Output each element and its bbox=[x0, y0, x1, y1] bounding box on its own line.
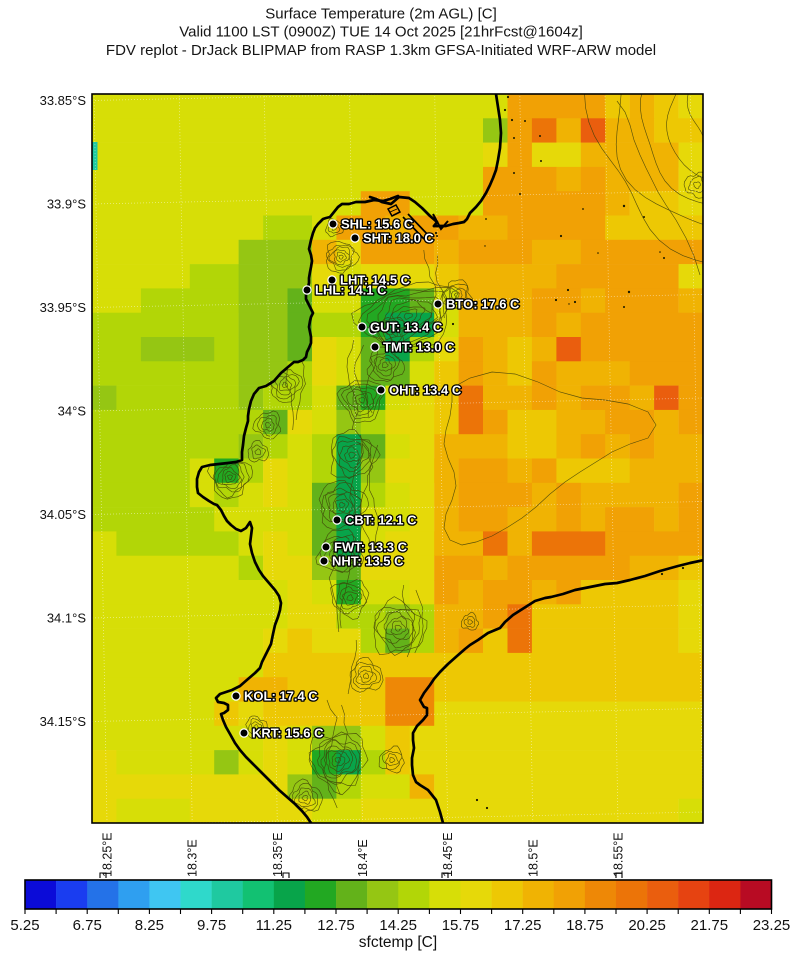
svg-text:18.3°E: 18.3°E bbox=[186, 839, 200, 877]
svg-text:33.85°S: 33.85°S bbox=[40, 93, 87, 108]
svg-text:LHT: 14.5 C: LHT: 14.5 C bbox=[340, 273, 411, 288]
svg-text:CBT: 12.1 C: CBT: 12.1 C bbox=[345, 513, 417, 528]
svg-text:15.75: 15.75 bbox=[442, 917, 480, 934]
svg-text:23.25: 23.25 bbox=[753, 917, 791, 934]
svg-text:21.75: 21.75 bbox=[691, 917, 729, 934]
svg-text:34.05°S: 34.05°S bbox=[40, 507, 87, 522]
svg-text:18.35°E: 18.35°E bbox=[271, 832, 285, 877]
svg-text:NHT: 13.5 C: NHT: 13.5 C bbox=[332, 554, 404, 569]
svg-text:12.75: 12.75 bbox=[317, 917, 355, 934]
svg-text:18.75: 18.75 bbox=[566, 917, 604, 934]
svg-text:14.25: 14.25 bbox=[379, 917, 417, 934]
svg-text:34.1°S: 34.1°S bbox=[47, 611, 87, 626]
svg-text:18.45°E: 18.45°E bbox=[441, 832, 455, 877]
svg-text:TMT: 13.0 C: TMT: 13.0 C bbox=[383, 340, 455, 355]
svg-text:FWT: 13.3 C: FWT: 13.3 C bbox=[334, 540, 408, 555]
svg-text:34.15°S: 34.15°S bbox=[40, 714, 87, 729]
svg-text:Surface Temperature (2m AGL) [: Surface Temperature (2m AGL) [C] bbox=[265, 6, 496, 23]
svg-text:8.25: 8.25 bbox=[135, 917, 164, 934]
svg-text:11.25: 11.25 bbox=[256, 917, 292, 934]
svg-text:20.25: 20.25 bbox=[628, 917, 666, 934]
svg-text:sfctemp [C]: sfctemp [C] bbox=[359, 934, 437, 951]
svg-text:KRT: 15.6 C: KRT: 15.6 C bbox=[252, 726, 324, 741]
svg-text:33.95°S: 33.95°S bbox=[40, 300, 87, 315]
svg-text:GUT: 13.4 C: GUT: 13.4 C bbox=[370, 320, 443, 335]
svg-text:18.55°E: 18.55°E bbox=[612, 832, 626, 877]
svg-text:9.75: 9.75 bbox=[197, 917, 226, 934]
svg-text:5.25: 5.25 bbox=[10, 917, 39, 934]
svg-text:18.5°E: 18.5°E bbox=[526, 839, 540, 877]
svg-text:LHL: 14.1 C: LHL: 14.1 C bbox=[315, 283, 387, 298]
svg-text:17.25: 17.25 bbox=[504, 917, 542, 934]
svg-text:18.25°E: 18.25°E bbox=[101, 832, 115, 877]
svg-text:KOL: 17.4 C: KOL: 17.4 C bbox=[244, 689, 318, 704]
svg-text:18.4°E: 18.4°E bbox=[356, 839, 370, 877]
svg-text:34°S: 34°S bbox=[58, 404, 87, 419]
svg-text:SHL: 15.6 C: SHL: 15.6 C bbox=[341, 217, 414, 232]
svg-text:Valid 1100 LST (0900Z) TUE 14: Valid 1100 LST (0900Z) TUE 14 Oct 2025 [… bbox=[179, 24, 583, 41]
svg-text:BTO: 17.6 C: BTO: 17.6 C bbox=[446, 297, 520, 312]
svg-text:OHT: 13.4 C: OHT: 13.4 C bbox=[389, 383, 462, 398]
svg-text:FDV replot - DrJack BLIPMAP fr: FDV replot - DrJack BLIPMAP from RASP 1.… bbox=[106, 42, 656, 59]
svg-text:SHT: 18.0 C: SHT: 18.0 C bbox=[363, 231, 434, 246]
svg-text:33.9°S: 33.9°S bbox=[47, 197, 87, 212]
svg-text:6.75: 6.75 bbox=[73, 917, 102, 934]
